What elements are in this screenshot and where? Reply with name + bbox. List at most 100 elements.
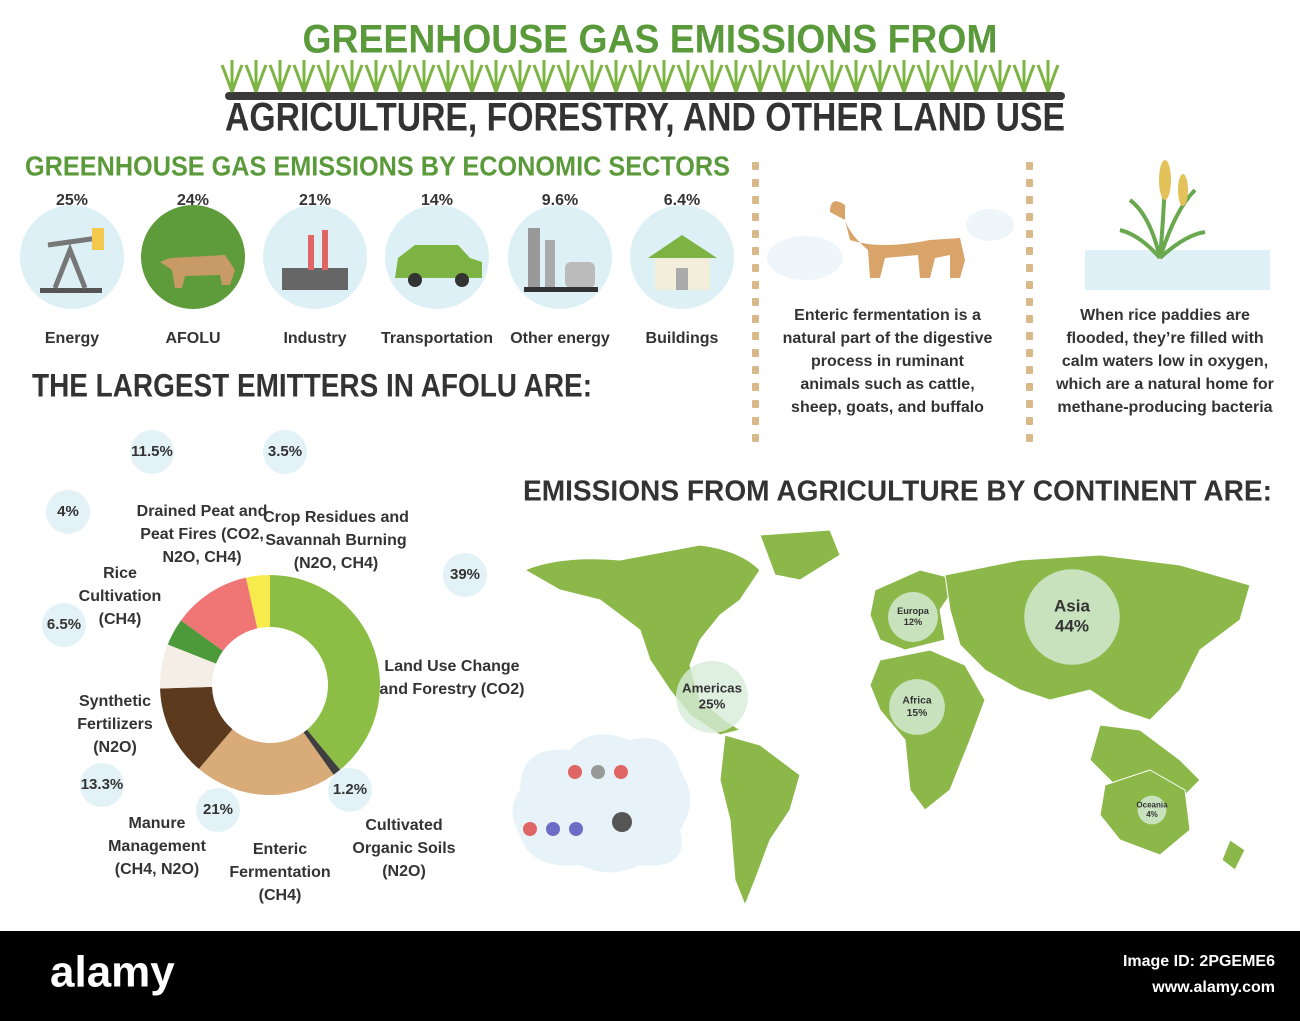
category-label: Synthetic Fertilizers (N2O) [77, 693, 153, 756]
icon-house [676, 268, 688, 290]
icon-cow [160, 255, 235, 288]
continent-bubble [889, 679, 945, 735]
grass-sprout [940, 60, 964, 93]
divider-dot [752, 179, 759, 187]
divider-dot [1026, 417, 1033, 425]
donut-segment [181, 577, 258, 651]
continent-bubble [888, 592, 938, 642]
divider-dot [752, 434, 759, 442]
divider-dot [1026, 383, 1033, 391]
donut-segment [160, 644, 217, 689]
icon-factory [282, 268, 348, 290]
icon-car [455, 273, 469, 287]
grass-sprout [604, 60, 628, 93]
grass-sprout [676, 60, 700, 93]
percent-bubble [46, 490, 90, 534]
divider-dot [1026, 332, 1033, 340]
sector-share: 21% [299, 192, 331, 209]
sector-share: 25% [56, 192, 88, 209]
grass-sprout [388, 60, 412, 93]
divider-dot [752, 349, 759, 357]
icon-car [408, 273, 422, 287]
grass-sprout [1036, 60, 1060, 93]
divider-dot [1026, 315, 1033, 323]
divider-dot [752, 281, 759, 289]
donut-segment [167, 620, 224, 664]
sector-name: Industry [283, 330, 346, 347]
category-label: Enteric Fermentation (CH4) [229, 841, 331, 904]
sector-name: AFOLU [165, 330, 220, 347]
percent-bubble [130, 430, 174, 474]
divider-dot [752, 230, 759, 238]
donut-segment [270, 575, 380, 770]
title-line1: GREENHOUSE GAS EMISSIONS FROM [303, 18, 998, 62]
rice-illustration [1085, 160, 1270, 290]
grass-sprout [700, 60, 724, 93]
value-label: 11.5% [131, 443, 173, 460]
icon-factory [322, 230, 328, 270]
percent-bubble [443, 553, 487, 597]
grass-sprout [220, 60, 244, 93]
icon-refinery [524, 287, 598, 292]
grass-sprout [916, 60, 940, 93]
grass-sprout [412, 60, 436, 93]
value-label: 21% [203, 801, 233, 818]
divider-dot [1026, 162, 1033, 170]
grass-sprout [580, 60, 604, 93]
grass-sprout [316, 60, 340, 93]
divider-dot [752, 315, 759, 323]
sector-share: 24% [177, 192, 209, 209]
map-title: EMISSIONS FROM AGRICULTURE BY CONTINENT … [523, 476, 1272, 508]
grass-sprout [292, 60, 316, 93]
grass-sprout [556, 60, 580, 93]
divider-dot [1026, 366, 1033, 374]
sector-name: Buildings [646, 330, 719, 347]
divider-dot [1026, 247, 1033, 255]
continent-name: Europa [897, 606, 930, 616]
continent-value: 4% [1146, 810, 1158, 819]
divider-dot [752, 264, 759, 272]
icon-pump [40, 288, 102, 293]
footer-image-id: Image ID: 2PGEME6 [1123, 953, 1275, 970]
value-label: 4% [57, 503, 79, 520]
value-label: 3.5% [268, 443, 302, 460]
grass-sprout [340, 60, 364, 93]
sector-circle [508, 205, 612, 309]
sector-name: Energy [45, 330, 99, 347]
continent-bubble [1137, 795, 1167, 825]
grass-strip [225, 92, 1065, 100]
divider-dot [752, 213, 759, 221]
category-label: Land Use Change and Forestry (CO2) [379, 658, 525, 698]
divider-dot [752, 298, 759, 306]
percent-bubble [196, 788, 240, 832]
icon-pump [47, 235, 99, 289]
divider-dot [1026, 230, 1033, 238]
grass-sprout [628, 60, 652, 93]
donut-segment [198, 729, 334, 795]
grass-sprout [748, 60, 772, 93]
divider-dot [1026, 264, 1033, 272]
grass-sprout [532, 60, 556, 93]
sector-share: 6.4% [664, 192, 700, 209]
continent-name: Oceania [1136, 800, 1168, 809]
percent-bubble [328, 768, 372, 812]
grass-sprout [724, 60, 748, 93]
value-label: 1.2% [333, 781, 367, 798]
divider-dot [1026, 434, 1033, 442]
continent-value: 25% [699, 697, 726, 712]
percent-bubble [42, 603, 86, 647]
divider-dot [752, 417, 759, 425]
icon-refinery [545, 240, 555, 288]
category-label: Drained Peat and Peat Fires (CO2, N2O, C… [136, 503, 268, 566]
icon-factory [308, 235, 314, 270]
continent-value: 12% [904, 617, 922, 627]
grass-sprout [268, 60, 292, 93]
grass-sprout [244, 60, 268, 93]
value-label: 13.3% [81, 776, 124, 793]
grass-sprout [484, 60, 508, 93]
icon-pump [92, 228, 104, 250]
continent-name: Americas [682, 681, 742, 696]
note-rice: When rice paddies are flooded, they’re f… [1056, 307, 1274, 416]
divider-dot [1026, 179, 1033, 187]
